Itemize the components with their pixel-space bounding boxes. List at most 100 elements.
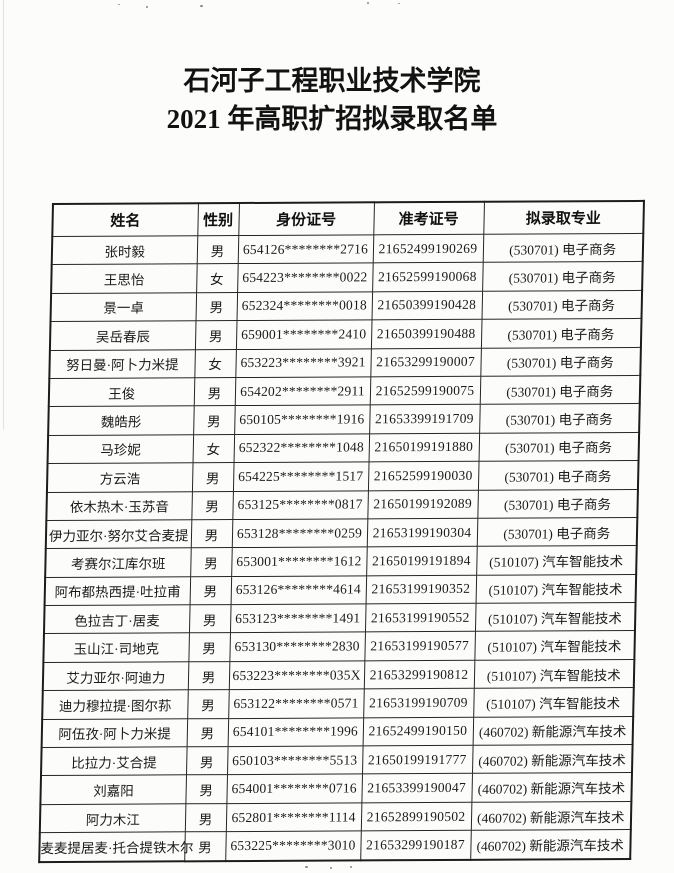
name-cell: 马珍妮 [47,434,194,464]
name-cell: 麦麦提居麦·托合提铁木尔 [39,832,194,862]
table-row: 阿力木江男 652801********1114 21652899190502 (46… [39,801,632,833]
gender-cell: 男 [188,604,231,634]
table-row: 玉山江·司地克男 653130********2830 21653199190577… [43,630,635,663]
id-number-cell: 652324********0018 [236,291,373,321]
major-cell: (510107) 汽车智能技术 [474,602,636,632]
name-cell: 阿布都热西提·吐拉甫 [44,576,191,606]
id-number-cell: 654126********2716 [237,234,374,264]
table-row: 阿布都热西提·吐拉甫男 653126********4614 21653199190… [44,574,637,606]
exam-number-cell: 21653199190304 [366,518,478,548]
id-number-cell: 650103********5513 [226,745,363,776]
exam-number-cell: 21653299190812 [363,660,475,690]
exam-number-cell: 21650199191777 [361,745,473,775]
name-cell: 迪力穆拉提·图尔荪 [42,690,188,720]
exam-number-cell: 21652599190068 [372,262,483,292]
id-number-cell: 653125********0817 [232,490,368,520]
exam-number-cell: 21650399190488 [370,319,482,349]
scan-speck [118,4,120,5]
table-row: 王俊男 654202********2911 21652599190075 (5307… [48,375,641,407]
title-line-2: 2021 年高职扩招拟录取名单 [166,104,498,134]
major-cell: (460702) 新能源汽车技术 [470,801,632,831]
exam-number-cell: 21652899190502 [360,802,472,832]
table-row: 考赛尔江库尔班男 653001********1612 21650199191894… [45,545,637,578]
exam-number-cell: 21653199190352 [365,574,477,604]
scan-speck [367,2,369,4]
id-number-cell: 654101********1996 [227,717,364,747]
name-cell: 刘嘉阳 [40,775,186,805]
table-row: 魏皓彤男 650105********1916 21653399191709 (530… [48,403,640,436]
table-row: 方云浩男 654225********1517 21652599190030 (530… [46,460,639,493]
major-cell: (530701) 电子商务 [477,488,638,519]
gender-cell: 男 [187,661,230,691]
id-number-cell: 653225********3010 [225,831,361,861]
gender-cell: 男 [190,547,232,577]
table-body: 张时毅男 654126********2716 21652499190269 (530… [39,233,644,862]
gender-cell: 男 [184,803,227,833]
document-title: 石河子工程职业技术学院 2021 年高职扩招拟录取名单 [7,62,657,138]
name-cell: 玉山江·司地克 [43,633,189,663]
name-cell: 依木热木·玉苏音 [46,491,192,521]
scan-speck [350,866,352,868]
id-number-cell: 653123********1491 [229,603,366,634]
id-number-cell: 654202********2911 [234,376,371,406]
id-number-cell: 654223********0022 [237,263,373,293]
gender-cell: 男 [194,320,237,350]
id-number-cell: 654001********0716 [226,774,362,804]
table-row: 景一卓男 652324********0018 21650399190428 (530… [50,290,643,322]
id-number-cell: 653223********035X [228,660,365,690]
exam-number-cell: 21653199190709 [363,688,474,718]
gender-cell: 男 [190,519,233,549]
exam-number-cell: 21653299190187 [360,830,471,860]
table-row: 依木热木·玉苏音男 653125********0817 2165019919208… [46,488,638,521]
exam-number-cell: 21653199190552 [364,603,476,633]
table-row: 吴岳春辰男 659001********2410 21650399190488 (53… [49,318,642,351]
table-row: 张时毅男 654126********2716 21652499190269 (530… [51,233,644,265]
gender-cell: 男 [186,718,229,747]
table-row: 马珍妮女 652322********1048 21650199191880 (530… [47,432,640,464]
table-row: 麦麦提居麦·托合提铁木尔男 653225********3010 216532991… [39,829,631,862]
major-cell: (460702) 新能源汽车技术 [471,772,632,803]
column-header-exam-number: 准考证号 [373,201,484,235]
major-cell: (530701) 电子商务 [480,346,641,377]
gender-cell: 女 [196,263,238,293]
id-number-cell: 653130********2830 [229,632,365,662]
major-cell: (510107) 汽车智能技术 [473,687,634,717]
major-cell: (460702) 新能源汽车技术 [471,744,633,774]
column-header-gender: 性别 [197,203,239,236]
exam-number-cell: 21653399190047 [361,773,472,803]
id-number-cell: 659001********2410 [235,320,372,350]
major-cell: (530701) 电子商务 [481,290,643,320]
major-cell: (510107) 汽车智能技术 [475,574,637,604]
name-cell: 努日曼·阿卜力米提 [49,349,195,379]
id-number-cell: 653128********0259 [231,518,368,548]
gender-cell: 男 [191,491,233,520]
table-row: 刘嘉阳男 654001********0716 21653399190047 (460… [40,772,632,805]
table-header-row: 姓名 性别 身份证号 准考证号 拟录取专业 [52,200,644,237]
column-header-name: 姓名 [52,203,198,237]
major-cell: (530701) 电子商务 [482,261,643,292]
gender-cell: 男 [187,689,229,719]
name-cell: 方云浩 [46,462,193,493]
title-line-1: 石河子工程职业技术学院 [183,66,481,96]
gender-cell: 男 [195,292,238,321]
name-cell: 色拉吉丁·居麦 [43,604,190,635]
name-cell: 景一卓 [50,292,197,322]
id-number-cell: 650105********1916 [234,405,370,435]
exam-number-cell: 21653399191709 [369,404,480,434]
major-cell: (530701) 电子商务 [478,432,640,462]
admission-table: 姓名 性别 身份证号 准考证号 拟录取专业 张时毅男 654126********… [38,199,645,863]
scan-speck [305,866,308,868]
exam-number-cell: 21650199192089 [367,489,478,519]
major-cell: (460702) 新能源汽车技术 [472,716,634,746]
name-cell: 比拉力·艾合提 [40,746,187,776]
gender-cell: 男 [193,405,235,435]
major-cell: (530701) 电子商务 [479,403,640,434]
exam-number-cell: 21650399190428 [371,291,483,321]
id-number-cell: 652801********1114 [225,802,362,832]
exam-number-cell: 21650199191880 [368,433,480,462]
name-cell: 王思怡 [51,264,197,294]
major-cell: (530701) 电子商务 [482,233,644,263]
major-cell: (510107) 汽车智能技术 [476,545,637,575]
exam-number-cell: 21653299190007 [370,347,481,377]
